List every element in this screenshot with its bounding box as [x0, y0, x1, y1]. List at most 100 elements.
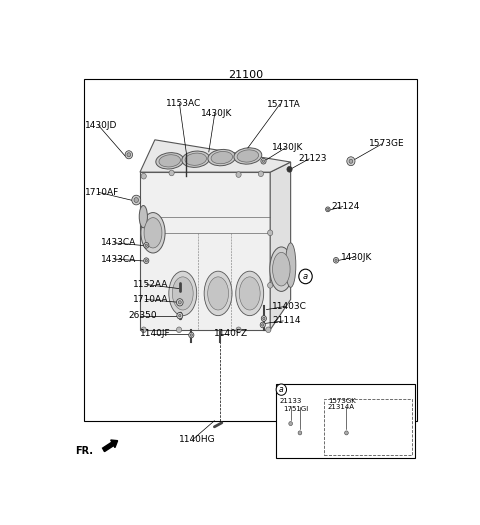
- Polygon shape: [140, 140, 290, 172]
- Text: a: a: [279, 385, 284, 394]
- Circle shape: [169, 170, 174, 176]
- Circle shape: [144, 258, 149, 264]
- Circle shape: [236, 172, 241, 177]
- Text: 1710AF: 1710AF: [85, 188, 120, 197]
- Ellipse shape: [270, 247, 293, 291]
- Circle shape: [260, 322, 265, 328]
- Bar: [84, 79, 417, 421]
- Text: 21124: 21124: [332, 202, 360, 211]
- Circle shape: [276, 384, 287, 395]
- Circle shape: [287, 419, 294, 428]
- Circle shape: [144, 243, 149, 248]
- Circle shape: [125, 151, 132, 159]
- Text: a: a: [303, 272, 308, 281]
- Ellipse shape: [286, 243, 296, 287]
- FancyArrow shape: [103, 440, 118, 452]
- Text: 21314A: 21314A: [328, 404, 355, 411]
- Circle shape: [299, 269, 312, 284]
- Circle shape: [287, 166, 292, 172]
- Text: 1153AC: 1153AC: [166, 99, 201, 108]
- Polygon shape: [140, 172, 270, 330]
- Circle shape: [236, 327, 241, 333]
- Circle shape: [134, 197, 139, 203]
- Text: 1751GI: 1751GI: [283, 406, 309, 412]
- Circle shape: [141, 173, 146, 179]
- Circle shape: [177, 299, 183, 306]
- Text: 11403C: 11403C: [272, 302, 307, 311]
- Circle shape: [141, 327, 146, 333]
- Text: 21100: 21100: [228, 70, 264, 80]
- Ellipse shape: [236, 271, 264, 316]
- Ellipse shape: [139, 205, 147, 228]
- Ellipse shape: [172, 277, 193, 310]
- Circle shape: [345, 431, 348, 435]
- Text: 21123: 21123: [298, 154, 326, 163]
- Bar: [324, 398, 411, 455]
- Text: 21114: 21114: [272, 317, 300, 326]
- Circle shape: [145, 259, 147, 262]
- Text: 1433CA: 1433CA: [101, 238, 136, 247]
- Circle shape: [132, 195, 141, 205]
- Ellipse shape: [159, 155, 180, 167]
- Circle shape: [263, 160, 264, 162]
- Ellipse shape: [169, 271, 197, 316]
- Text: 1152AA: 1152AA: [132, 280, 168, 289]
- Circle shape: [179, 314, 181, 317]
- Text: 1573GE: 1573GE: [369, 139, 404, 149]
- Circle shape: [258, 171, 264, 176]
- Ellipse shape: [237, 150, 259, 162]
- Text: 1140FZ: 1140FZ: [215, 329, 249, 338]
- Circle shape: [262, 324, 264, 326]
- Circle shape: [190, 334, 192, 337]
- Circle shape: [327, 208, 329, 211]
- Circle shape: [127, 153, 131, 157]
- Ellipse shape: [185, 153, 206, 165]
- Circle shape: [261, 159, 266, 164]
- Circle shape: [296, 429, 304, 437]
- Text: 1710AA: 1710AA: [132, 295, 168, 304]
- Ellipse shape: [182, 151, 210, 167]
- Text: 1430JK: 1430JK: [272, 143, 303, 152]
- Ellipse shape: [144, 218, 162, 248]
- Ellipse shape: [156, 153, 184, 169]
- Text: 1430JD: 1430JD: [85, 121, 118, 130]
- Circle shape: [261, 316, 266, 321]
- Ellipse shape: [204, 271, 232, 316]
- Circle shape: [349, 159, 353, 163]
- Text: 1573GK: 1573GK: [328, 398, 356, 404]
- Circle shape: [325, 207, 330, 212]
- Text: 1430JK: 1430JK: [202, 109, 233, 118]
- Text: 21133: 21133: [279, 398, 302, 404]
- Ellipse shape: [208, 277, 228, 310]
- Circle shape: [178, 301, 181, 304]
- Text: 1140HG: 1140HG: [179, 435, 216, 444]
- Ellipse shape: [141, 213, 165, 253]
- Ellipse shape: [273, 253, 290, 286]
- Circle shape: [266, 327, 271, 333]
- Text: 1433CA: 1433CA: [101, 255, 136, 264]
- Circle shape: [177, 327, 181, 333]
- Text: 1140JF: 1140JF: [140, 329, 170, 338]
- Text: 26350: 26350: [129, 311, 157, 320]
- Circle shape: [267, 230, 273, 236]
- Text: 1430JK: 1430JK: [341, 253, 372, 261]
- Circle shape: [263, 317, 265, 320]
- Circle shape: [347, 157, 355, 166]
- Circle shape: [343, 429, 350, 437]
- Circle shape: [334, 257, 338, 263]
- Circle shape: [335, 259, 337, 261]
- Circle shape: [298, 431, 302, 435]
- Circle shape: [177, 312, 183, 319]
- Ellipse shape: [240, 277, 260, 310]
- Text: 1571TA: 1571TA: [266, 100, 300, 109]
- Ellipse shape: [211, 152, 233, 164]
- Polygon shape: [270, 162, 290, 330]
- Circle shape: [145, 244, 147, 247]
- Bar: [276, 384, 415, 458]
- Ellipse shape: [208, 150, 236, 166]
- Text: FR.: FR.: [76, 446, 94, 456]
- Circle shape: [189, 332, 194, 338]
- Circle shape: [289, 422, 292, 426]
- Circle shape: [267, 282, 273, 288]
- Ellipse shape: [234, 148, 262, 164]
